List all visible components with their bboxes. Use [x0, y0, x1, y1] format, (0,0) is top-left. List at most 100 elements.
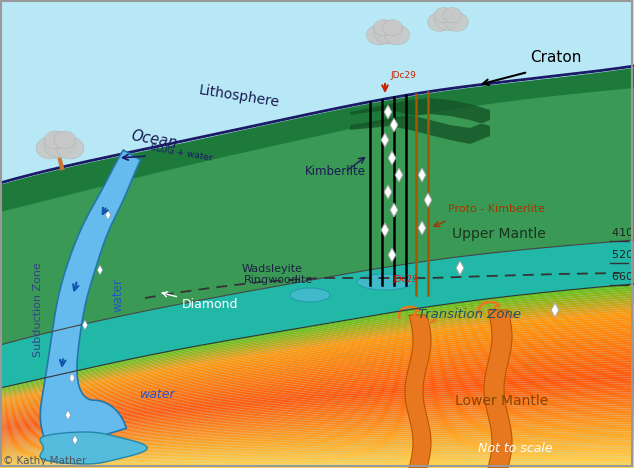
Text: 410 km: 410 km: [612, 228, 634, 238]
Polygon shape: [0, 372, 634, 427]
Polygon shape: [0, 429, 634, 452]
Polygon shape: [0, 438, 634, 456]
Polygon shape: [0, 307, 634, 399]
Polygon shape: [0, 353, 634, 419]
Polygon shape: [0, 335, 634, 411]
Polygon shape: [56, 137, 84, 159]
Text: Lower Mantle: Lower Mantle: [455, 394, 548, 408]
Polygon shape: [0, 302, 634, 397]
Polygon shape: [383, 20, 403, 36]
Polygon shape: [0, 450, 634, 461]
Polygon shape: [44, 132, 76, 158]
Polygon shape: [0, 358, 634, 421]
Polygon shape: [0, 346, 634, 416]
Polygon shape: [0, 240, 634, 388]
Polygon shape: [0, 397, 634, 438]
Polygon shape: [0, 392, 634, 436]
Polygon shape: [0, 351, 634, 418]
Polygon shape: [72, 435, 78, 445]
Text: Transition Zone: Transition Zone: [418, 308, 521, 321]
Polygon shape: [97, 265, 103, 275]
Polygon shape: [0, 309, 634, 400]
Polygon shape: [290, 288, 330, 302]
Polygon shape: [0, 323, 634, 406]
Polygon shape: [0, 342, 634, 414]
Polygon shape: [384, 25, 410, 45]
Polygon shape: [0, 376, 634, 429]
Polygon shape: [443, 7, 462, 23]
Polygon shape: [0, 319, 634, 404]
Polygon shape: [0, 325, 634, 407]
Text: water: water: [140, 388, 176, 401]
Polygon shape: [0, 427, 634, 451]
Polygon shape: [388, 151, 396, 165]
Text: JDc29: JDc29: [392, 275, 418, 284]
Polygon shape: [54, 131, 76, 149]
Polygon shape: [381, 133, 389, 147]
Polygon shape: [0, 374, 634, 428]
Polygon shape: [0, 355, 634, 420]
Polygon shape: [0, 362, 634, 423]
Polygon shape: [0, 408, 634, 443]
Polygon shape: [0, 367, 634, 425]
Polygon shape: [0, 456, 634, 464]
Text: SLUG + water: SLUG + water: [150, 143, 214, 163]
Text: 520 km: 520 km: [612, 250, 634, 260]
Polygon shape: [384, 185, 392, 199]
Polygon shape: [0, 321, 634, 405]
Polygon shape: [0, 339, 634, 413]
Polygon shape: [390, 203, 398, 217]
Polygon shape: [0, 365, 634, 424]
Polygon shape: [0, 420, 634, 448]
Polygon shape: [456, 261, 464, 275]
Polygon shape: [0, 314, 634, 402]
Polygon shape: [0, 447, 634, 460]
Polygon shape: [40, 432, 147, 464]
Polygon shape: [0, 413, 634, 445]
Text: Ocean: Ocean: [130, 128, 179, 151]
Polygon shape: [0, 415, 634, 446]
Polygon shape: [357, 274, 413, 290]
Polygon shape: [0, 369, 634, 426]
Polygon shape: [0, 406, 634, 442]
Polygon shape: [69, 373, 75, 383]
Text: Upper Mantle: Upper Mantle: [452, 227, 546, 241]
Polygon shape: [384, 105, 392, 119]
Text: Proto - Kimberlite: Proto - Kimberlite: [448, 204, 545, 214]
Polygon shape: [418, 221, 426, 235]
Polygon shape: [0, 284, 634, 389]
Polygon shape: [0, 305, 634, 398]
Polygon shape: [0, 422, 634, 449]
Polygon shape: [0, 385, 634, 433]
Polygon shape: [0, 291, 634, 392]
Polygon shape: [0, 286, 634, 390]
Text: Wadsleyite: Wadsleyite: [242, 264, 303, 274]
Polygon shape: [0, 403, 634, 441]
Text: Kimberlite: Kimberlite: [305, 165, 366, 178]
Polygon shape: [0, 298, 634, 395]
Polygon shape: [0, 459, 634, 465]
Polygon shape: [65, 410, 71, 420]
Polygon shape: [0, 380, 634, 431]
Polygon shape: [0, 417, 634, 447]
Polygon shape: [0, 390, 634, 435]
Polygon shape: [0, 466, 634, 468]
Polygon shape: [418, 168, 426, 182]
Polygon shape: [0, 383, 634, 432]
Polygon shape: [0, 443, 634, 458]
Polygon shape: [0, 328, 634, 408]
Polygon shape: [0, 295, 634, 394]
Text: Lithosphere: Lithosphere: [198, 83, 281, 110]
Polygon shape: [0, 330, 634, 409]
Polygon shape: [0, 410, 634, 444]
Polygon shape: [350, 98, 490, 144]
Polygon shape: [381, 223, 389, 237]
Text: Ringwoodite: Ringwoodite: [244, 275, 313, 285]
Polygon shape: [0, 300, 634, 396]
Polygon shape: [395, 168, 403, 182]
Text: 660 km: 660 km: [612, 272, 634, 282]
Polygon shape: [434, 7, 453, 23]
Polygon shape: [105, 210, 111, 220]
Text: JDc29: JDc29: [390, 71, 416, 80]
Polygon shape: [0, 289, 634, 391]
